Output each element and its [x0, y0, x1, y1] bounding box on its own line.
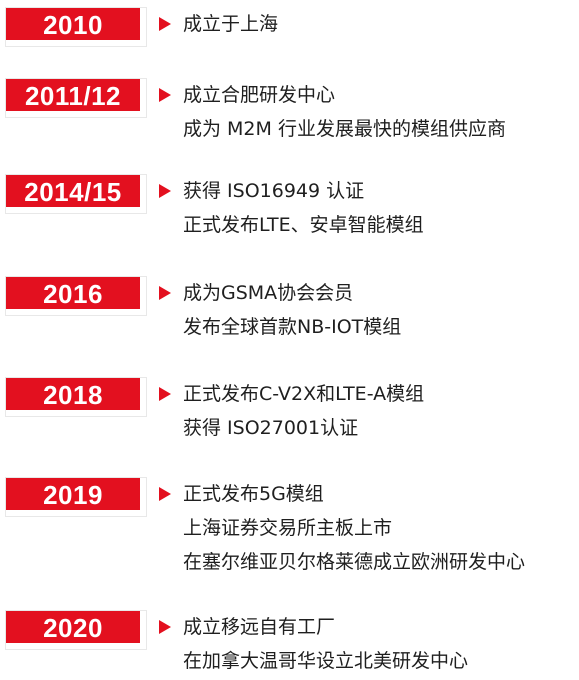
milestone-line: 在塞尔维亚贝尔格莱德成立欧洲研发中心	[183, 551, 526, 573]
year-label: 2011/12	[6, 79, 140, 111]
year-label: 2019	[6, 478, 140, 510]
arrow-right-icon	[159, 88, 171, 102]
year-badge: 2011/12	[5, 78, 147, 118]
milestone-line: 在加拿大温哥华设立北美研发中心	[183, 650, 469, 672]
year-label: 2020	[6, 611, 140, 643]
year-badge: 2016	[5, 276, 147, 316]
arrow-right-icon	[159, 17, 171, 31]
milestone-line: 成立于上海	[183, 13, 279, 35]
milestone-line: 正式发布5G模组	[183, 483, 324, 505]
milestone-description: 成立于上海	[183, 9, 278, 43]
year-badge: 2020	[5, 610, 147, 650]
year-label: 2014/15	[6, 175, 140, 207]
milestone-line: 发布全球首款NB-IOT模组	[183, 316, 402, 338]
milestone-description: 获得 ISO16949 认证 正式发布LTE、安卓智能模组	[183, 176, 424, 244]
year-label: 2018	[6, 378, 140, 410]
milestone-description: 正式发布C-V2X和LTE-A模组 获得 ISO27001认证	[183, 379, 424, 447]
milestone-line: 成立合肥研发中心	[183, 84, 336, 106]
arrow-right-icon	[159, 487, 171, 501]
arrow-right-icon	[159, 184, 171, 198]
year-badge: 2019	[5, 477, 147, 517]
arrow-right-icon	[159, 286, 171, 300]
milestone-line: 正式发布LTE、安卓智能模组	[183, 214, 424, 236]
milestone-line: 成为 M2M 行业发展最快的模组供应商	[183, 118, 506, 140]
milestone-description: 成立移远自有工厂 在加拿大温哥华设立北美研发中心	[183, 612, 468, 680]
milestone-description: 成立合肥研发中心 成为 M2M 行业发展最快的模组供应商	[183, 80, 506, 148]
year-badge: 2018	[5, 377, 147, 417]
milestone-line: 获得 ISO27001认证	[183, 417, 359, 439]
arrow-right-icon	[159, 387, 171, 401]
year-badge: 2010	[5, 7, 147, 47]
year-label: 2016	[6, 277, 140, 309]
milestone-line: 成立移远自有工厂	[183, 616, 336, 638]
year-badge: 2014/15	[5, 174, 147, 214]
milestone-line: 正式发布C-V2X和LTE-A模组	[183, 383, 425, 405]
milestone-description: 正式发布5G模组 上海证券交易所主板上市 在塞尔维亚贝尔格莱德成立欧洲研发中心	[183, 479, 525, 581]
milestone-line: 获得 ISO16949 认证	[183, 180, 365, 202]
year-label: 2010	[6, 8, 140, 40]
arrow-right-icon	[159, 620, 171, 634]
milestone-line: 成为GSMA协会会员	[183, 282, 354, 304]
milestone-line: 上海证券交易所主板上市	[183, 517, 393, 539]
milestone-description: 成为GSMA协会会员 发布全球首款NB-IOT模组	[183, 278, 401, 346]
